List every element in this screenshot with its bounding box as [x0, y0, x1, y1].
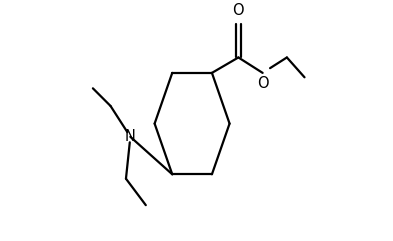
Text: O: O	[233, 3, 244, 18]
Text: O: O	[257, 76, 268, 91]
Text: N: N	[125, 129, 136, 144]
